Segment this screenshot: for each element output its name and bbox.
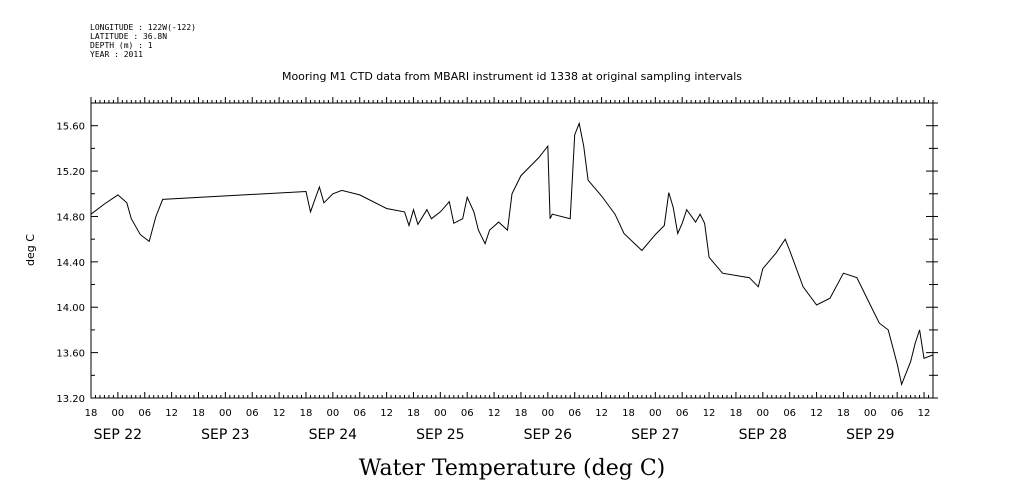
x-hour-label: 12 [918,408,931,419]
depth-text: DEPTH (m) : 1 [90,41,153,50]
x-date-label: SEP 22 [94,427,142,443]
y-tick-label: 13.60 [56,349,85,360]
plot-frame [90,102,934,399]
x-hour-label: 00 [219,408,232,419]
x-hour-label: 06 [891,408,904,419]
x-hour-label: 00 [864,408,877,419]
x-hour-label: 06 [676,408,689,419]
x-hour-label: 06 [353,408,366,419]
x-hour-labels: 18 00 06 12 18 00 06 12 18 00 06 12 18 00 06 12 18 00 06 12… [85,408,931,419]
y-tick-label: 15.60 [56,122,85,133]
y-tick-label: 13.20 [56,394,85,405]
x-date-label: SEP 29 [846,427,894,443]
chart-title: Mooring M1 CTD data from MBARI instrumen… [282,70,742,83]
axis-ticks [90,97,938,399]
x-hour-label: 18 [515,408,528,419]
x-hour-label: 00 [649,408,662,419]
x-hour-label: 12 [595,408,608,419]
y-tick-label: 14.40 [56,258,85,269]
temperature-series-line [90,121,934,387]
x-hour-label: 12 [380,408,393,419]
x-date-label: SEP 24 [309,427,358,443]
x-hour-label: 18 [730,408,743,419]
x-hour-label: 06 [568,408,581,419]
x-hour-label: 18 [300,408,313,419]
y-axis-label: deg C [24,234,37,266]
x-hour-label: 12 [703,408,716,419]
x-hour-label: 00 [112,408,125,419]
x-hour-label: 06 [138,408,151,419]
x-date-label: SEP 25 [416,427,464,443]
x-hour-label: 12 [273,408,286,419]
y-tick-labels: 13.20 13.60 14.00 14.40 14.80 15.20 15.60 [56,122,85,405]
x-axis-label: Water Temperature (deg C) [359,456,666,481]
x-date-label: SEP 27 [631,427,679,443]
x-hour-label: 18 [192,408,205,419]
x-hour-label: 00 [434,408,447,419]
x-hour-label: 18 [407,408,420,419]
x-hour-label: 12 [810,408,823,419]
year-text: YEAR : 2011 [90,50,143,59]
x-hour-label: 00 [541,408,554,419]
latitude-text: LATITUDE : 36.8N [90,32,167,41]
x-hour-label: 18 [85,408,98,419]
x-date-labels: SEP 22 SEP 23 SEP 24 SEP 25 SEP 26 SEP 27 SEP … [94,427,895,443]
x-hour-label: 12 [488,408,501,419]
x-date-label: SEP 26 [524,427,573,443]
y-tick-label: 14.80 [56,212,85,223]
longitude-text: LONGITUDE : 122W(-122) [90,23,196,32]
x-hour-label: 00 [326,408,339,419]
x-hour-label: 18 [837,408,850,419]
x-date-label: SEP 23 [201,427,249,443]
x-hour-label: 18 [622,408,635,419]
x-hour-label: 12 [165,408,178,419]
y-tick-label: 14.00 [56,303,85,314]
x-hour-label: 06 [783,408,796,419]
y-tick-label: 15.20 [56,167,85,178]
x-hour-label: 06 [461,408,474,419]
x-hour-label: 06 [246,408,259,419]
x-hour-label: 00 [756,408,769,419]
x-date-label: SEP 28 [739,427,787,443]
